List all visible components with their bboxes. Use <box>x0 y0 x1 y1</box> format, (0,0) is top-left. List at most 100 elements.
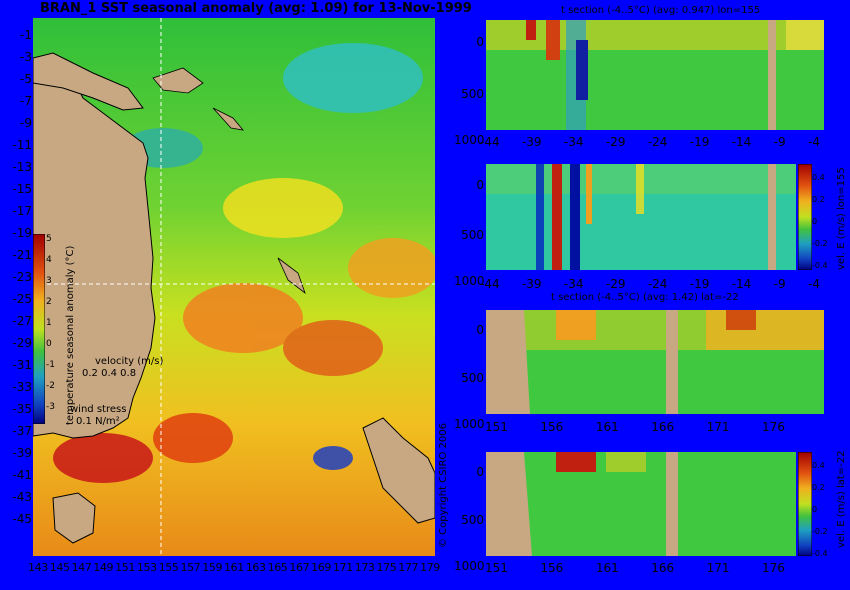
lat-label: -7 <box>20 94 32 108</box>
x-tick: 176 <box>762 561 785 575</box>
lat-label: -11 <box>12 138 32 152</box>
land-mask <box>768 164 776 270</box>
land-mask <box>486 452 532 556</box>
lat-label: -23 <box>12 270 32 284</box>
sst-map <box>33 18 435 556</box>
colorbar-tick: -0.4 <box>812 261 828 270</box>
colorbar-tick: 0 <box>812 217 818 226</box>
x-tick: 156 <box>540 561 564 575</box>
panel2-x-axis: -44 -39 -34 -29 -24 -19 -14 -9 -4 <box>480 277 820 291</box>
colorbar-tick: 0.2 <box>812 195 825 204</box>
x-tick: -39 <box>521 135 542 149</box>
x-tick: 161 <box>595 561 619 575</box>
colorbar-tick: -0.4 <box>812 549 828 558</box>
lon-label: 161 <box>224 561 244 574</box>
y-tick: 0 <box>476 35 484 49</box>
x-tick: 166 <box>651 561 675 575</box>
panel3-y-axis: 0 500 1000 <box>454 306 485 448</box>
x-tick: -4 <box>807 135 820 149</box>
x-tick: 151 <box>485 420 508 434</box>
panel4-x-axis: 151 156 161 166 171 176 <box>485 561 785 575</box>
panel4-section <box>486 452 796 556</box>
panel4-y-axis: 0 500 1000 <box>454 448 485 590</box>
lon-label: 169 <box>311 561 331 574</box>
colorbar-tick: 2 <box>46 297 52 307</box>
colorbar-tick: 0 <box>46 339 52 349</box>
lon-label: 177 <box>398 561 419 574</box>
x-tick: -24 <box>647 277 668 291</box>
lat-label: -33 <box>12 380 32 394</box>
colorbar-tick: -3 <box>46 402 55 412</box>
panel2-section <box>486 164 796 270</box>
tasmania-land <box>52 492 96 544</box>
panel2-colorbar <box>798 164 812 270</box>
x-tick: -14 <box>731 277 752 291</box>
lat-label: -31 <box>12 358 32 372</box>
x-tick: -44 <box>480 135 500 149</box>
lat-label: -27 <box>12 314 32 328</box>
lat-label: -41 <box>12 468 32 482</box>
land-mask <box>666 452 678 556</box>
lat-label: -43 <box>12 490 32 504</box>
copyright: © Copyright CSIRO 2006 <box>438 423 449 548</box>
map-title: BRAN_1 SST seasonal anomaly (avg: 1.09) … <box>40 1 472 16</box>
x-tick: 176 <box>762 420 785 434</box>
lon-label: 159 <box>202 561 223 574</box>
y-tick: 1000 <box>454 274 485 288</box>
colorbar-tick: -0.2 <box>812 527 828 536</box>
lat-label: -13 <box>12 160 32 174</box>
panel4-colorbar-label: vel. E (m/s) lat=-22 <box>836 450 847 548</box>
colorbar-label: temperature seasonal anomaly (°C) <box>65 245 76 425</box>
x-tick: 161 <box>595 420 619 434</box>
y-tick: 500 <box>461 513 484 527</box>
panel1-y-axis: 0 500 1000 <box>454 16 485 166</box>
lon-label: 155 <box>158 561 179 574</box>
x-tick: -19 <box>689 135 710 149</box>
lon-label: 151 <box>115 561 135 574</box>
panel3-x-axis: 151 156 161 166 171 176 <box>485 420 785 434</box>
colorbar-tick: 1 <box>46 318 52 328</box>
lon-label: 153 <box>136 561 157 574</box>
new-caledonia-land <box>277 257 306 295</box>
new-guinea-land <box>33 52 144 111</box>
lat-label: -15 <box>12 182 32 196</box>
lat-label: -3 <box>20 50 32 64</box>
panel1-x-axis: -44 -39 -34 -29 -24 -19 -14 -9 -4 <box>480 135 820 149</box>
lat-label: -37 <box>12 424 32 438</box>
x-tick: 151 <box>485 561 508 575</box>
x-tick: -24 <box>647 135 668 149</box>
y-tick: 500 <box>461 87 484 101</box>
y-tick: 1000 <box>454 417 485 431</box>
wind-legend-title: wind stress <box>70 404 127 415</box>
lat-label: -5 <box>20 72 32 86</box>
y-tick: 1000 <box>454 133 485 147</box>
x-tick: -44 <box>480 277 500 291</box>
land-mask <box>486 310 530 414</box>
x-tick: -34 <box>563 277 584 291</box>
lon-label: 143 <box>28 561 48 574</box>
velocity-legend-title: velocity (m/s) <box>95 356 164 367</box>
x-tick: -19 <box>689 277 710 291</box>
panel2-colorbar-ticks: 0.4 0.2 0 -0.2 -0.4 <box>812 167 828 277</box>
colorbar-tick: 0.4 <box>812 461 825 470</box>
lat-label: -45 <box>12 512 32 526</box>
lat-label: -9 <box>20 116 32 130</box>
lon-label: 179 <box>420 561 440 574</box>
panel1-section <box>486 20 824 130</box>
island <box>212 107 244 131</box>
colorbar-tick: 5 <box>46 234 52 244</box>
x-tick: -39 <box>521 277 542 291</box>
y-tick: 500 <box>461 228 484 242</box>
panel2-y-axis: 0 500 1000 <box>454 160 485 306</box>
panel4-colorbar-ticks: 0.4 0.2 0 -0.2 -0.4 <box>812 455 828 565</box>
y-tick: 0 <box>476 323 484 337</box>
lat-label: -25 <box>12 292 32 306</box>
colorbar-tick: 0.2 <box>812 483 825 492</box>
lon-axis: 143 145 147 149 151 153 155 157 159 161 … <box>28 561 440 574</box>
colorbar-tick: 3 <box>46 276 52 286</box>
velocity-legend-values: 0.2 0.4 0.8 <box>82 368 137 379</box>
x-tick: -9 <box>773 135 786 149</box>
lat-label: -17 <box>12 204 32 218</box>
panel3-title: t section (-4..5°C) (avg: 1.42) lat=-22 <box>551 292 739 303</box>
lat-label: -21 <box>12 248 32 262</box>
